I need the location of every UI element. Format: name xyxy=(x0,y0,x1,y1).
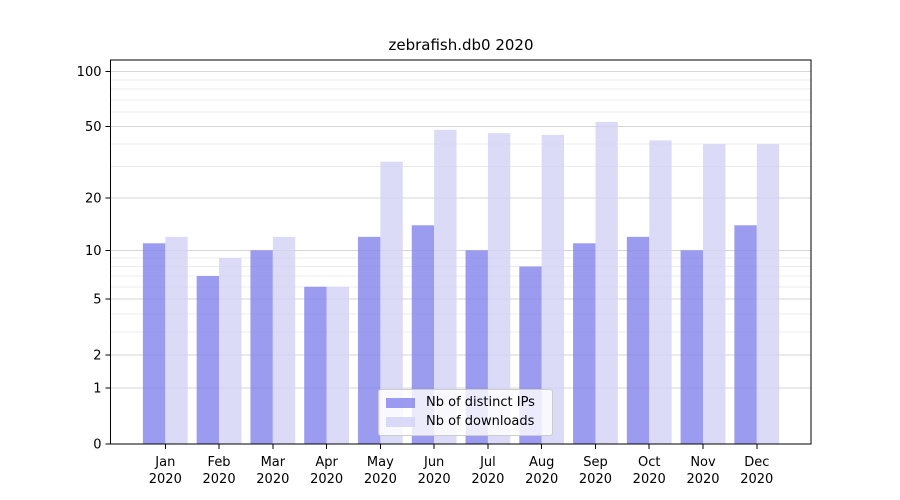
y-tick-label-100: 100 xyxy=(77,65,102,80)
x-tick-label-month-May: May xyxy=(367,455,394,470)
bar-downloads-Sep xyxy=(595,121,618,444)
bar-ips-Mar xyxy=(250,250,273,444)
bar-downloads-Mar xyxy=(272,236,296,444)
bar-downloads-Dec xyxy=(756,144,780,444)
bar-ips-Sep xyxy=(573,243,596,444)
x-tick-label-year-Jun: 2020 xyxy=(418,472,451,487)
x-tick-label-month-Nov: Nov xyxy=(690,455,716,470)
x-tick-label-year-Apr: 2020 xyxy=(310,472,343,487)
x-tick-label-year-May: 2020 xyxy=(364,472,397,487)
bar-downloads-Apr xyxy=(326,286,350,444)
bar-ips-Oct xyxy=(626,236,650,444)
x-tick-label-month-Aug: Aug xyxy=(529,455,554,470)
x-tick-label-month-Jun: Jun xyxy=(423,455,444,470)
bar-downloads-May xyxy=(380,161,403,444)
legend-swatch-ips xyxy=(386,397,415,408)
y-tick-label-5: 5 xyxy=(93,293,101,308)
x-tick-label-month-Feb: Feb xyxy=(208,455,231,470)
x-axis: Jan 2020 Feb 2020 Mar 2020 Apr 2020 May 2020 Jun 20… xyxy=(149,443,773,487)
bar-downloads-Oct xyxy=(649,140,672,444)
bar-downloads-Aug xyxy=(541,134,565,444)
legend-item-downloads: Nb of downloads xyxy=(386,414,544,429)
x-tick-label-month-Apr: Apr xyxy=(315,455,338,470)
legend-swatch-downloads xyxy=(386,416,415,427)
bar-ips-Jan xyxy=(142,243,166,444)
y-axis: 0 1 2 5 10 20 50 100 xyxy=(77,65,111,452)
bar-ips-Feb xyxy=(196,276,220,444)
x-tick-label-year-Dec: 2020 xyxy=(740,472,773,487)
x-tick-label-year-Mar: 2020 xyxy=(256,472,289,487)
bar-downloads-Feb xyxy=(219,258,242,444)
y-tick-label-50: 50 xyxy=(85,120,102,135)
bar-downloads-Jun xyxy=(434,129,457,444)
bar-ips-Dec xyxy=(734,225,757,444)
chart-title: zebrafish.db0 2020 xyxy=(388,36,534,54)
x-tick-label-year-Nov: 2020 xyxy=(686,472,719,487)
x-tick-label-year-Aug: 2020 xyxy=(525,472,558,487)
x-tick-label-month-Jan: Jan xyxy=(154,455,175,470)
legend-label-ips: Nb of distinct IPs xyxy=(426,395,535,410)
x-tick-label-year-Feb: 2020 xyxy=(203,472,236,487)
bar-ips-Apr xyxy=(304,286,327,444)
y-tick-label-20: 20 xyxy=(85,192,102,207)
y-tick-label-0: 0 xyxy=(93,437,101,452)
bar-downloads-Jul xyxy=(487,133,511,444)
y-tick-label-2: 2 xyxy=(93,349,101,364)
bar-ips-Nov xyxy=(680,250,703,444)
legend: Nb of distinct IPs Nb of downloads xyxy=(378,389,553,436)
bar-downloads-Nov xyxy=(703,144,726,444)
x-tick-label-month-Mar: Mar xyxy=(261,455,286,470)
bar-downloads-Jan xyxy=(165,236,188,444)
x-tick-label-month-Oct: Oct xyxy=(638,455,660,470)
x-tick-label-year-Oct: 2020 xyxy=(633,472,666,487)
x-tick-label-month-Dec: Dec xyxy=(744,455,769,470)
legend-item-ips: Nb of distinct IPs xyxy=(386,395,544,410)
plot-border xyxy=(110,59,812,445)
bar-ips-May xyxy=(357,236,381,444)
x-tick-label-year-Jan: 2020 xyxy=(149,472,182,487)
x-tick-label-year-Jul: 2020 xyxy=(471,472,504,487)
x-tick-label-month-Sep: Sep xyxy=(583,455,608,470)
x-tick-label-month-Jul: Jul xyxy=(479,455,496,470)
bars-downloads xyxy=(165,121,780,444)
x-tick-label-year-Sep: 2020 xyxy=(579,472,612,487)
y-tick-label-1: 1 xyxy=(93,381,101,396)
legend-label-downloads: Nb of downloads xyxy=(426,414,535,429)
y-tick-label-10: 10 xyxy=(85,244,102,259)
